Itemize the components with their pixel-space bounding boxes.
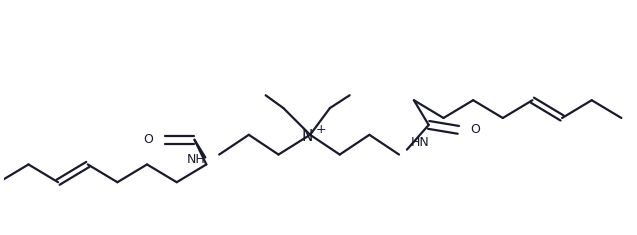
Text: N: N [301,129,313,144]
Text: O: O [470,123,480,136]
Text: HN: HN [411,136,429,149]
Text: +: + [316,123,326,136]
Text: NH: NH [187,153,205,166]
Text: O: O [143,133,153,146]
